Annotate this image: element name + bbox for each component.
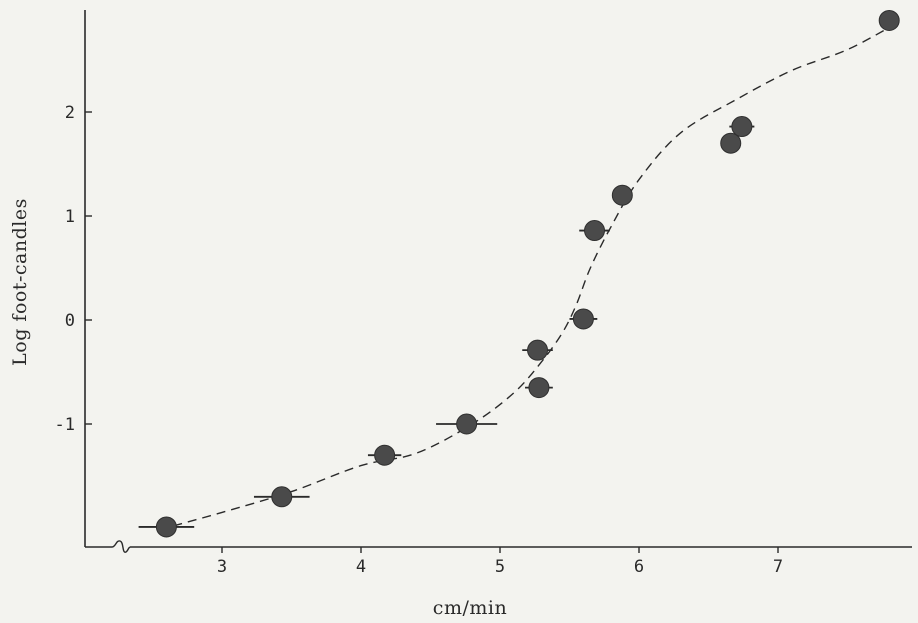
- y-tick-label: 0: [65, 311, 75, 331]
- data-point: [611, 184, 633, 206]
- data-point: [436, 413, 498, 435]
- point-marker: [155, 516, 177, 538]
- data-point: [367, 444, 402, 466]
- axis-break-icon: [111, 540, 131, 553]
- data-points: [138, 9, 900, 538]
- data-point: [579, 220, 610, 242]
- fit-curve: [173, 22, 897, 527]
- point-marker: [584, 220, 606, 242]
- data-point: [522, 339, 553, 361]
- y-tick-label: 1: [65, 207, 75, 227]
- x-tick-label: 3: [217, 557, 227, 577]
- point-marker: [572, 308, 594, 330]
- x-ticks: 3 4 5 6 7: [217, 547, 783, 577]
- x-tick-label: 4: [356, 557, 366, 577]
- x-tick-label: 5: [495, 557, 505, 577]
- point-marker: [878, 9, 900, 31]
- data-point: [253, 486, 310, 508]
- data-point: [720, 132, 742, 154]
- point-marker: [731, 116, 753, 138]
- point-marker: [527, 339, 549, 361]
- data-point: [729, 116, 755, 138]
- data-point: [525, 377, 553, 399]
- data-point: [878, 9, 900, 31]
- point-marker: [374, 444, 396, 466]
- y-tick-label: 2: [65, 103, 75, 123]
- point-marker: [528, 377, 550, 399]
- point-marker: [456, 413, 478, 435]
- axes: [84, 10, 912, 553]
- y-axis-title: Log foot-candles: [9, 198, 31, 366]
- x-tick-label: 6: [634, 557, 644, 577]
- point-marker: [611, 184, 633, 206]
- point-marker: [720, 132, 742, 154]
- y-tick-label: -1: [55, 415, 75, 435]
- data-point: [569, 308, 598, 330]
- x-tick-label: 7: [773, 557, 783, 577]
- y-ticks: 2 1 0 -1: [55, 103, 92, 435]
- x-axis-title: cm/min: [433, 597, 507, 619]
- point-marker: [271, 486, 293, 508]
- data-point: [138, 516, 195, 538]
